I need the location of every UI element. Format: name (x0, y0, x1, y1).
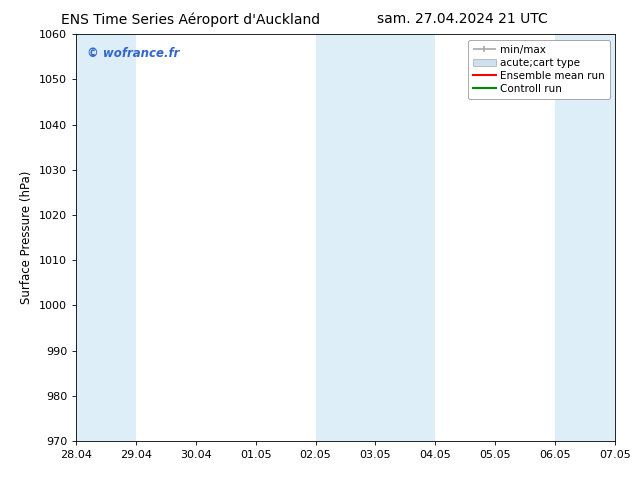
Bar (555, 34, 615, 441)
Text: ENS Time Series Aéroport d'Auckland: ENS Time Series Aéroport d'Auckland (61, 12, 320, 27)
Bar (316, 34, 436, 441)
Y-axis label: Surface Pressure (hPa): Surface Pressure (hPa) (20, 171, 34, 304)
Bar (76, 34, 136, 441)
Text: sam. 27.04.2024 21 UTC: sam. 27.04.2024 21 UTC (377, 12, 548, 26)
Text: © wofrance.fr: © wofrance.fr (87, 47, 179, 59)
Legend: min/max, acute;cart type, Ensemble mean run, Controll run: min/max, acute;cart type, Ensemble mean … (467, 40, 610, 99)
